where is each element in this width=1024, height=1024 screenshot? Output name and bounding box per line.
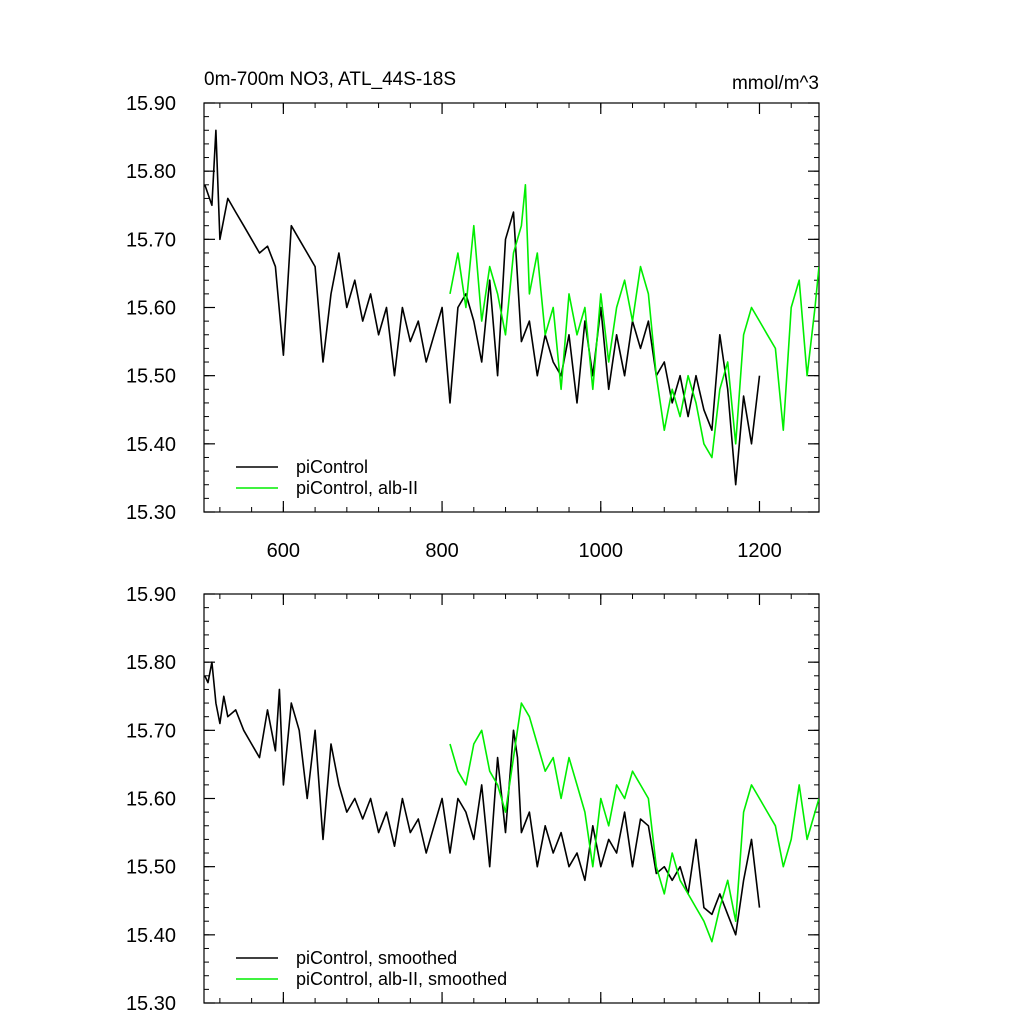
p0-legend-label-1: piControl, alb-II [296, 478, 418, 498]
p1-y-tick-label: 15.40 [126, 925, 176, 947]
p0-series-line-0 [204, 129, 761, 486]
chart-title: 0m-700m NO3, ATL_44S-18S [204, 69, 456, 90]
p1-y-tick-label: 15.90 [126, 584, 176, 606]
p0-series-line-1 [449, 184, 819, 459]
p0-y-tick-label: 15.60 [126, 298, 176, 320]
p0-x-tick-label: 600 [267, 540, 300, 562]
p0-y-tick-label: 15.40 [126, 434, 176, 456]
p0-y-tick-label: 15.30 [126, 502, 176, 524]
units-label: mmol/m^3 [732, 73, 819, 94]
p0-y-tick-label: 15.80 [126, 161, 176, 183]
p0-y-tick-label: 15.70 [126, 229, 176, 251]
p0-legend-label-0: piControl [296, 457, 368, 477]
p0-plot-frame [203, 102, 820, 513]
p1-y-tick-label: 15.70 [126, 720, 176, 742]
p0-y-tick-label: 15.90 [126, 93, 176, 115]
top-panel: 15.30 15.40 15.50 15.60 15.70 15.80 15.90 600 80… [126, 69, 820, 562]
p0-y-tick-label: 15.50 [126, 366, 176, 388]
bottom-panel: 15.30 15.40 15.50 15.60 15.70 15.80 15.90 piCon… [126, 584, 820, 1015]
p1-legend-label-1: piControl, alb-II, smoothed [296, 969, 507, 989]
p1-y-tick-label: 15.60 [126, 789, 176, 811]
p1-y-tick-label: 15.50 [126, 857, 176, 879]
p1-plot-frame [203, 593, 820, 1004]
p0-x-tick-label: 1000 [579, 540, 624, 562]
p0-x-tick-label: 1200 [737, 540, 782, 562]
p0-x-tick-label: 800 [425, 540, 458, 562]
p1-series-line-1 [449, 702, 819, 943]
p1-y-tick-label: 15.80 [126, 652, 176, 674]
p1-legend-label-0: piControl, smoothed [296, 948, 457, 968]
p1-y-tick-label: 15.30 [126, 993, 176, 1015]
p1-series-line-0 [204, 661, 761, 936]
